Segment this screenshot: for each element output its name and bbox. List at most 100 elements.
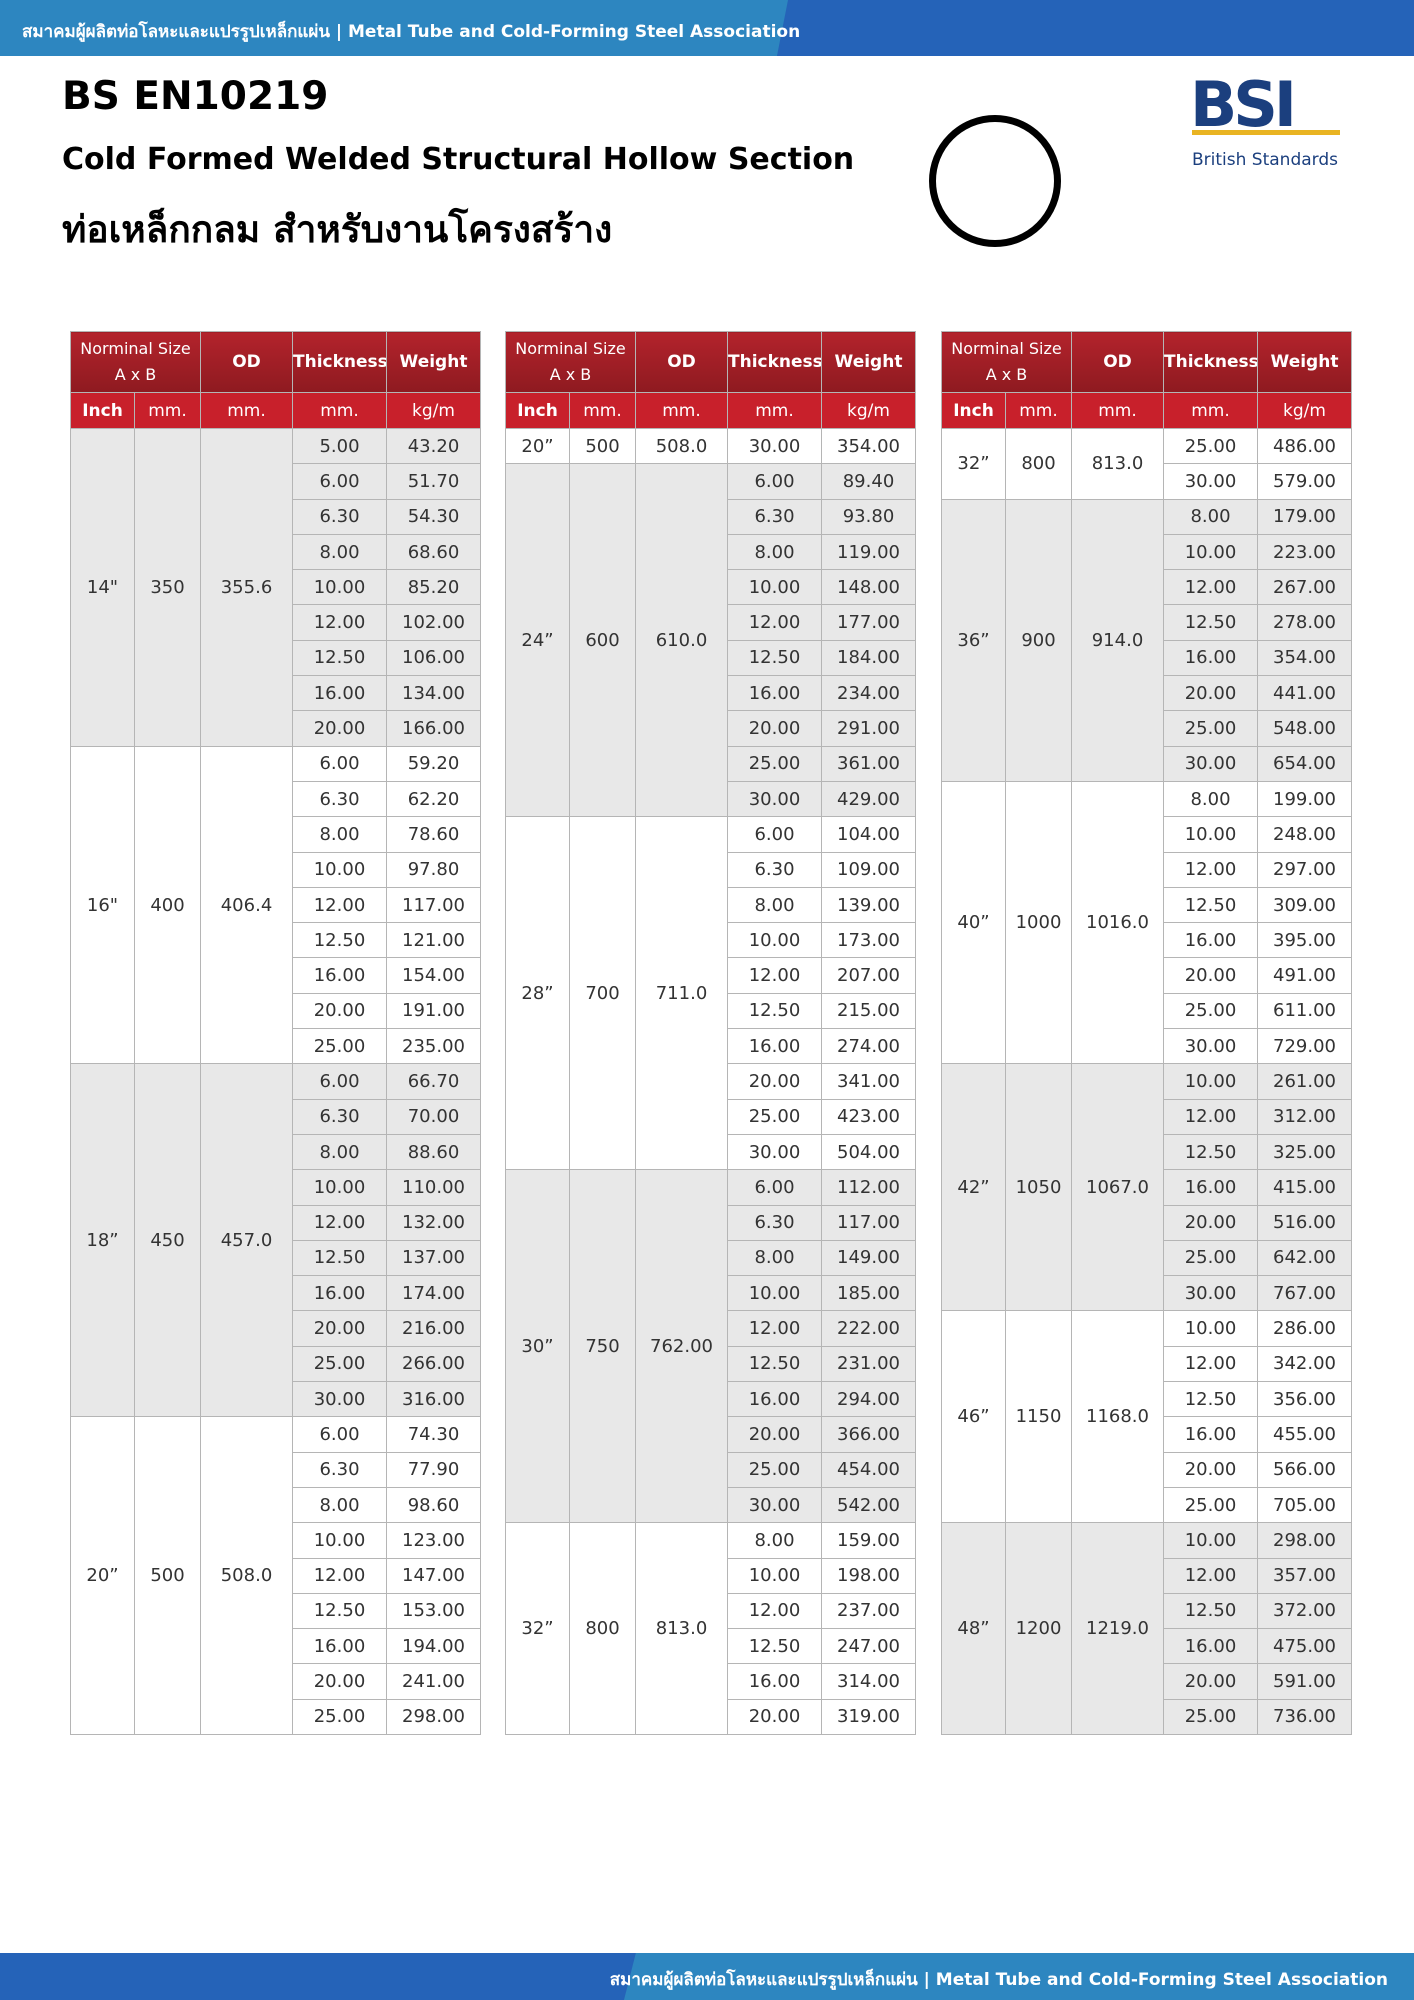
thickness-cell: 25.00 — [292, 1698, 387, 1735]
spec-table: Norminal Size A x B OD Thickness Weight Inch m… — [505, 331, 916, 1735]
thickness-cell: 12.00 — [292, 886, 387, 924]
weight-cell: 207.00 — [821, 957, 916, 994]
data-row: 30.00 429.00 — [506, 780, 916, 818]
thickness-cell: 10.00 — [1163, 1522, 1258, 1559]
data-row: 48” 1200 1219.0 10.00 298.00 — [941, 1522, 1352, 1735]
thickness-cell: 10.00 — [1163, 1310, 1258, 1347]
thickness-cell: 10.00 — [727, 1557, 822, 1594]
thickness-cell: 25.00 — [727, 745, 822, 782]
thickness-header: Thickness — [727, 331, 822, 393]
thickness-cell: 12.50 — [727, 1345, 822, 1383]
od-cell: 1219.0 — [1071, 1522, 1164, 1735]
data-row: 6.30 70.00 — [71, 1098, 481, 1135]
thickness-cell: 8.00 — [292, 533, 387, 571]
thickness-cell: 30.00 — [727, 780, 822, 818]
data-row: 10.00 248.00 — [942, 816, 1352, 853]
weight-cell: 423.00 — [821, 1098, 916, 1135]
size-header-line: Norminal Size — [951, 339, 1062, 358]
thickness-cell: 10.00 — [1163, 816, 1258, 853]
weight-cell: 516.00 — [1257, 1204, 1352, 1241]
thickness-cell: 10.00 — [1163, 533, 1258, 571]
thai-title: ท่อเหล็กกลม สำหรับงานโครงสร้าง — [62, 208, 613, 251]
thickness-cell: 20.00 — [292, 1310, 387, 1347]
data-row: 16.00 455.00 — [942, 1416, 1352, 1453]
unit: mm. — [1005, 392, 1072, 429]
weight-cell: 441.00 — [1257, 675, 1352, 712]
thickness-cell: 5.00 — [292, 427, 387, 465]
data-row: 20.00 166.00 — [71, 710, 481, 747]
thickness-cell: 8.00 — [727, 1522, 822, 1559]
od-cell: 355.6 — [200, 428, 293, 747]
weight-cell: 415.00 — [1257, 1169, 1352, 1206]
thickness-cell: 30.00 — [1163, 745, 1258, 782]
data-row: 6.30 117.00 — [506, 1204, 916, 1241]
size-header-line: A x B — [549, 365, 592, 384]
weight-cell: 475.00 — [1257, 1628, 1352, 1665]
weight-cell: 85.20 — [386, 569, 481, 606]
weight-header: Weight — [821, 331, 916, 393]
weight-cell: 174.00 — [386, 1275, 481, 1312]
od-cell: 1067.0 — [1071, 1063, 1164, 1312]
mm-cell: 350 — [134, 428, 201, 747]
od-cell: 1168.0 — [1071, 1310, 1164, 1524]
spec-table: Norminal Size A x B OD Thickness Weight Inch m… — [70, 331, 481, 1735]
inch-cell: 18” — [70, 1063, 135, 1418]
thickness-cell: 16.00 — [727, 1663, 822, 1700]
weight-cell: 298.00 — [386, 1698, 481, 1735]
weight-cell: 504.00 — [821, 1133, 916, 1171]
data-row: 20” 500 508.0 6.00 74.30 — [70, 1416, 481, 1735]
thickness-cell: 16.00 — [1163, 1628, 1258, 1665]
weight-cell: 62.20 — [386, 780, 481, 818]
thickness-cell: 12.00 — [727, 604, 822, 641]
thickness-cell: 10.00 — [292, 569, 387, 606]
weight-cell: 354.00 — [1257, 639, 1352, 677]
unit-row: Inch mm. mm. mm. kg/m — [941, 392, 1352, 429]
thickness-cell: 12.50 — [1163, 1133, 1258, 1171]
weight-cell: 117.00 — [386, 886, 481, 924]
banner-text: สมาคมผู้ผลิตท่อโลหะและแปรรูปเหล็กแผ่น | … — [22, 22, 801, 42]
inch-cell: 30” — [505, 1169, 570, 1524]
weight-cell: 199.00 — [1257, 780, 1352, 818]
mm-cell: 400 — [134, 745, 201, 1065]
inch-cell: 16" — [70, 745, 135, 1065]
thickness-cell: 20.00 — [292, 1663, 387, 1700]
weight-cell: 767.00 — [1257, 1275, 1352, 1312]
weight-cell: 68.60 — [386, 533, 481, 571]
weight-cell: 234.00 — [821, 675, 916, 712]
thickness-cell: 8.00 — [292, 1486, 387, 1524]
size-header-line: A x B — [985, 365, 1028, 384]
data-row: 12.00 357.00 — [942, 1557, 1352, 1594]
thickness-cell: 16.00 — [1163, 922, 1258, 959]
mm-cell: 800 — [1005, 428, 1072, 500]
od-cell: 406.4 — [200, 745, 293, 1065]
data-row: 12.50 278.00 — [942, 604, 1352, 641]
weight-cell: 429.00 — [821, 780, 916, 818]
thickness-cell: 25.00 — [1163, 1486, 1258, 1524]
weight-cell: 231.00 — [821, 1345, 916, 1383]
data-row: 20.00 591.00 — [942, 1663, 1352, 1700]
od-cell: 914.0 — [1071, 498, 1164, 782]
data-row: 12.50 356.00 — [942, 1381, 1352, 1418]
weight-cell: 149.00 — [821, 1239, 916, 1277]
weight-cell: 185.00 — [821, 1275, 916, 1312]
data-row: 12.50 231.00 — [506, 1345, 916, 1383]
od-cell: 457.0 — [200, 1063, 293, 1418]
data-row: 8.00 88.60 — [71, 1133, 481, 1171]
weight-cell: 298.00 — [1257, 1522, 1352, 1559]
inch-cell: 46” — [941, 1310, 1006, 1524]
banner-text: สมาคมผู้ผลิตท่อโลหะและแปรรูปเหล็กแผ่น | … — [609, 1970, 1388, 1990]
weight-cell: 54.30 — [386, 498, 481, 535]
od-header: OD — [1071, 331, 1164, 393]
weight-cell: 70.00 — [386, 1098, 481, 1135]
thickness-cell: 16.00 — [727, 675, 822, 712]
weight-cell: 59.20 — [386, 745, 481, 782]
weight-cell: 729.00 — [1257, 1028, 1352, 1065]
thickness-cell: 20.00 — [727, 710, 822, 747]
weight-cell: 274.00 — [821, 1028, 916, 1065]
weight-cell: 491.00 — [1257, 957, 1352, 994]
data-row: 12.00 102.00 — [71, 604, 481, 641]
header-row: Norminal Size A x B OD Thickness Weight — [70, 331, 481, 393]
weight-cell: 78.60 — [386, 816, 481, 853]
data-row: 46” 1150 1168.0 10.00 286.00 — [941, 1310, 1352, 1524]
weight-cell: 109.00 — [821, 851, 916, 888]
